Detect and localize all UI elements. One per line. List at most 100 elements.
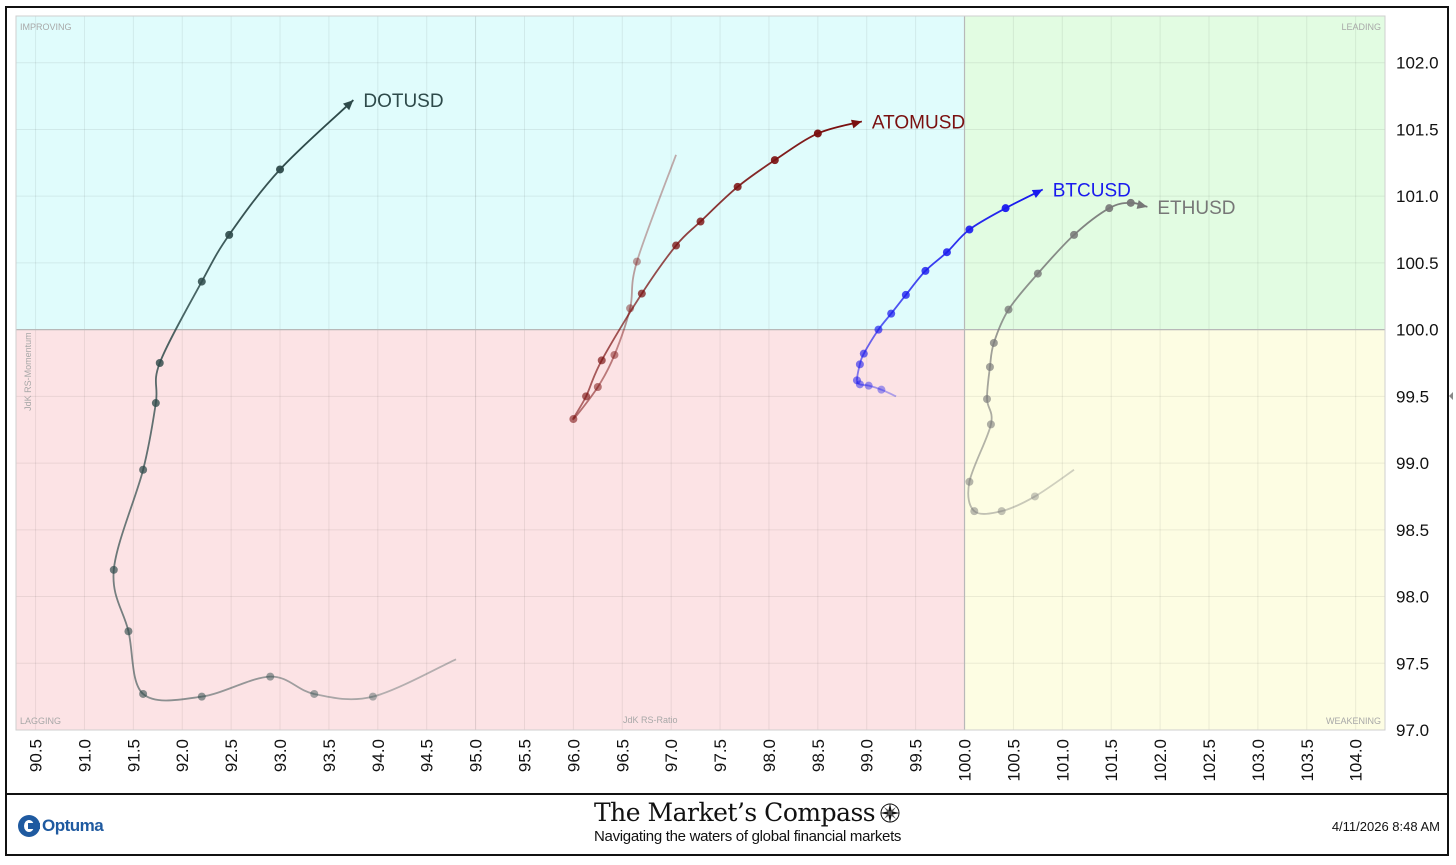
trail-segment bbox=[629, 261, 638, 309]
trail-point bbox=[597, 356, 606, 365]
trail-point bbox=[965, 477, 974, 486]
y-tick-label: 101.5 bbox=[1396, 120, 1439, 139]
trail-point bbox=[901, 290, 910, 299]
x-tick-label: 94.0 bbox=[369, 739, 388, 772]
trail-point bbox=[942, 248, 951, 257]
y-axis-title: JdK RS-Momentum bbox=[23, 332, 33, 411]
trail-segment bbox=[201, 234, 230, 283]
y-tick-label: 98.0 bbox=[1396, 588, 1429, 607]
trail-segment bbox=[112, 469, 144, 570]
quadrant-label-improving: IMPROVING bbox=[20, 22, 72, 32]
trail-segment bbox=[868, 384, 882, 391]
trail-segment bbox=[372, 658, 457, 698]
y-tick-label: 99.0 bbox=[1396, 454, 1429, 473]
trail-segment bbox=[158, 281, 203, 364]
trail-point bbox=[197, 277, 206, 286]
x-tick-label: 101.5 bbox=[1102, 739, 1121, 782]
trail-point bbox=[985, 362, 994, 371]
y-tick-label: 100.5 bbox=[1396, 254, 1439, 273]
series-ethusd: ETHUSD bbox=[965, 198, 1236, 516]
trail-point bbox=[887, 309, 896, 318]
x-tick-label: 96.0 bbox=[564, 739, 583, 772]
trail-segment bbox=[142, 402, 157, 470]
plot-border bbox=[15, 15, 1386, 731]
series-dotusd: DOTUSD bbox=[109, 91, 457, 702]
x-tick-label: 99.0 bbox=[858, 739, 877, 772]
optuma-mark-icon bbox=[18, 815, 40, 837]
x-tick-label: 96.5 bbox=[613, 739, 632, 772]
y-tick-label: 98.5 bbox=[1396, 521, 1429, 540]
trail-point bbox=[139, 689, 148, 698]
x-tick-label: 101.0 bbox=[1053, 739, 1072, 782]
quadrant-label-lagging: LAGGING bbox=[20, 716, 61, 726]
x-tick-label: 97.5 bbox=[711, 739, 730, 772]
arrow-head bbox=[851, 119, 862, 129]
x-tick-label: 99.5 bbox=[907, 739, 926, 772]
trail-segment bbox=[142, 693, 202, 702]
x-axis-title: JdK RS-Ratio bbox=[623, 715, 678, 725]
trail-point bbox=[989, 338, 998, 347]
trail-point bbox=[986, 420, 995, 429]
trail-point bbox=[859, 349, 868, 358]
trail-segment bbox=[154, 362, 161, 404]
x-tick-label: 100.5 bbox=[1004, 739, 1023, 782]
trail-point bbox=[970, 507, 979, 516]
footer-divider bbox=[7, 793, 1447, 795]
trail-segment bbox=[228, 168, 281, 236]
trail-point bbox=[1030, 492, 1039, 501]
x-tick-label: 103.5 bbox=[1298, 739, 1317, 782]
x-tick-label: 102.5 bbox=[1200, 739, 1219, 782]
x-tick-label: 97.0 bbox=[662, 739, 681, 772]
trail-point bbox=[632, 257, 641, 266]
x-tick-label: 92.0 bbox=[173, 739, 192, 772]
trail-point bbox=[569, 415, 578, 424]
trail-segment bbox=[774, 132, 819, 161]
trail-point bbox=[733, 182, 742, 191]
x-tick-label: 91.0 bbox=[75, 739, 94, 772]
x-tick-label: 92.5 bbox=[222, 739, 241, 772]
quadrant-lagging bbox=[16, 329, 965, 730]
y-tick-label: 99.5 bbox=[1396, 387, 1429, 406]
brand-title-row: The Market’s Compass bbox=[594, 798, 924, 827]
trail-point bbox=[864, 381, 873, 390]
x-tick-label: 100.0 bbox=[956, 739, 975, 782]
x-tick-label: 94.5 bbox=[418, 739, 437, 772]
trail-point bbox=[197, 692, 206, 701]
x-tick-label: 91.5 bbox=[124, 739, 143, 772]
trail-point bbox=[1105, 204, 1114, 213]
quadrant-improving bbox=[16, 16, 965, 330]
x-tick-label: 98.0 bbox=[760, 739, 779, 772]
trail-point bbox=[139, 465, 148, 474]
trail-point bbox=[626, 304, 635, 313]
trail-segment bbox=[127, 631, 144, 695]
trail-segment bbox=[968, 424, 992, 482]
brand-subtitle: Navigating the waters of global financia… bbox=[594, 828, 902, 845]
trail-point bbox=[155, 358, 164, 367]
trail-point bbox=[310, 689, 319, 698]
arrow-head bbox=[1031, 189, 1043, 199]
brand-block: The Market’s Compass Navigating the wate… bbox=[594, 798, 924, 845]
chart-timestamp: 4/11/2026 8:48 AM bbox=[1331, 819, 1440, 834]
trail-point bbox=[770, 156, 779, 165]
trail-point bbox=[1033, 269, 1042, 278]
trail-point bbox=[109, 565, 118, 574]
trail-segment bbox=[314, 693, 374, 701]
trail-point bbox=[874, 325, 883, 334]
trail-segment bbox=[1034, 469, 1075, 498]
trail-point bbox=[983, 395, 992, 404]
trail-segment bbox=[641, 244, 677, 295]
trail-segment bbox=[636, 154, 677, 262]
trail-segment bbox=[201, 675, 271, 698]
x-tick-label: 90.5 bbox=[27, 739, 46, 772]
trail-point bbox=[997, 507, 1006, 516]
y-tick-label: 102.0 bbox=[1396, 54, 1439, 73]
trail-point bbox=[696, 217, 705, 226]
trail-point bbox=[813, 129, 822, 138]
series-btcusd: BTCUSD bbox=[852, 180, 1131, 398]
quadrant-weakening bbox=[964, 329, 1385, 730]
y-tick-label: 100.0 bbox=[1396, 321, 1439, 340]
trail-point bbox=[965, 225, 974, 234]
y-tick-label: 97.5 bbox=[1396, 654, 1429, 673]
trail-point bbox=[852, 376, 861, 385]
trail-point bbox=[124, 627, 133, 636]
